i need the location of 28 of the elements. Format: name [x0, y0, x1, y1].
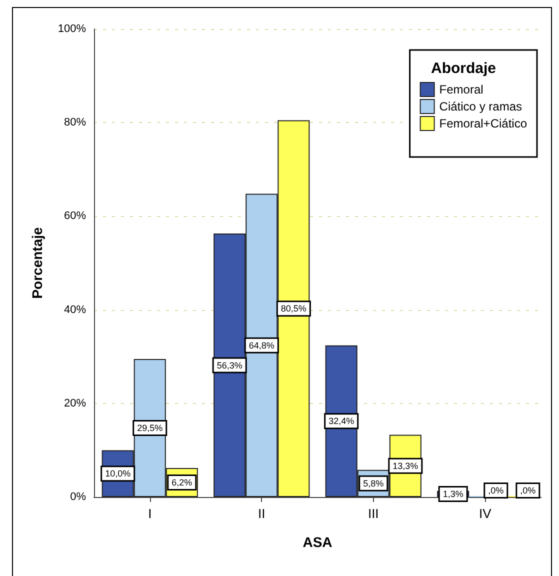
y-tick-label: 80%	[64, 116, 86, 129]
x-tick-label: I	[148, 506, 152, 521]
legend-label: Femoral+Ciático	[439, 116, 528, 130]
data-label: 29,5%	[137, 422, 163, 433]
data-label: 56,3%	[216, 360, 242, 370]
data-label: 5,8%	[363, 478, 384, 488]
y-tick-label: 20%	[64, 397, 86, 410]
data-label: 80,5%	[280, 304, 306, 314]
y-tick-label: 60%	[64, 210, 86, 222]
x-tick-label: III	[368, 506, 379, 521]
legend-title: Abordaje	[430, 60, 496, 77]
y-tick-label: 40%	[64, 304, 86, 316]
legend-label: Ciático y ramas	[439, 100, 522, 114]
x-tick-label: II	[258, 506, 266, 521]
data-label: ,0%	[488, 486, 504, 496]
legend-label: Femoral	[439, 82, 484, 96]
data-label: 1,3%	[442, 488, 464, 499]
data-label: 32,4%	[328, 416, 354, 426]
data-label: 13,3%	[392, 460, 418, 471]
x-axis-title: ASA	[302, 534, 332, 550]
y-tick-label: 100%	[58, 23, 86, 35]
y-axis-title: Porcentaje	[29, 226, 45, 299]
data-label: ,0%	[520, 486, 536, 496]
data-label: 6,2%	[172, 477, 192, 488]
data-label: 10,0%	[105, 468, 131, 479]
x-tick-label: IV	[478, 506, 492, 521]
y-tick-label: 0%	[70, 491, 86, 503]
data-label: 64,8%	[248, 340, 274, 350]
